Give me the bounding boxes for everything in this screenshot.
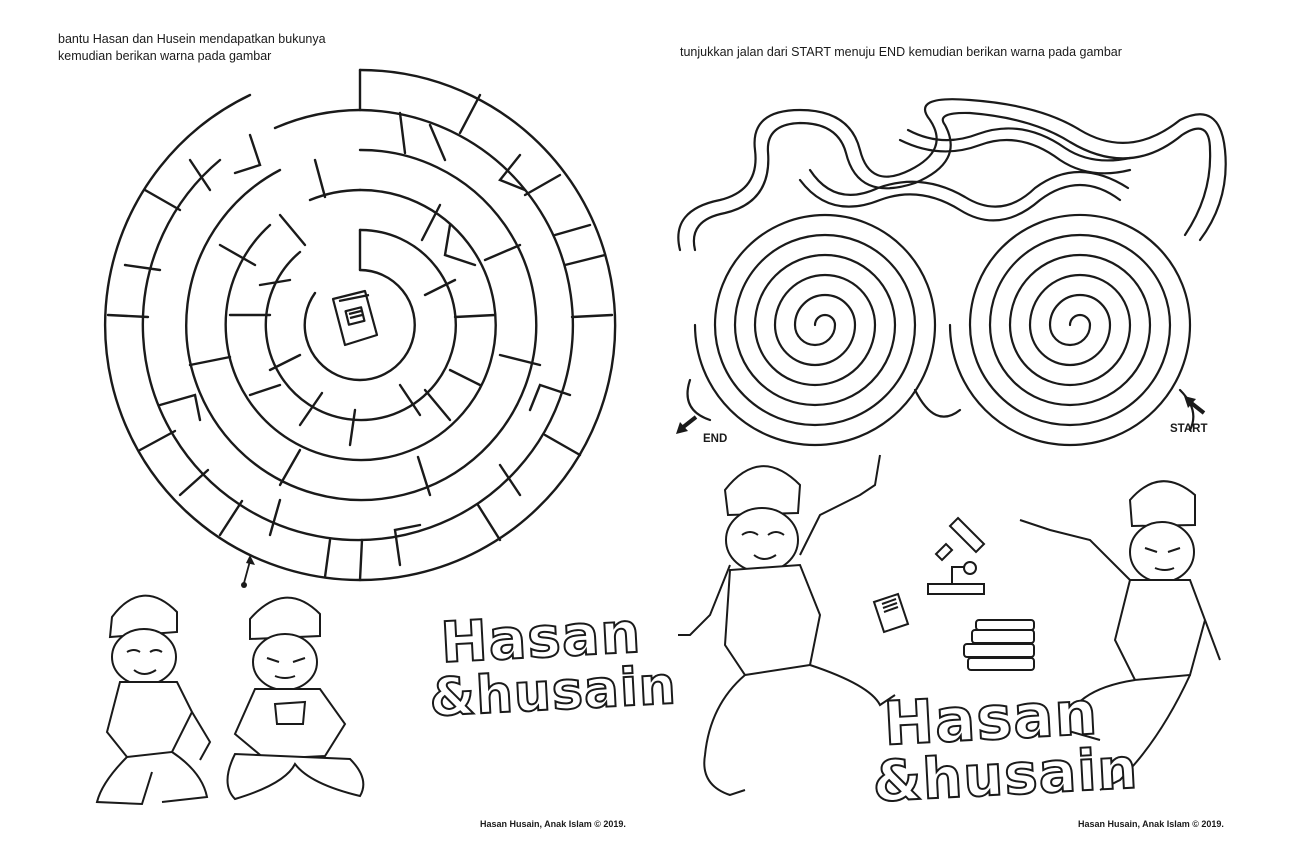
left-instruction-line1: bantu Hasan dan Husein mendapatkan bukun…: [58, 32, 326, 46]
left-copyright: Hasan Husain, Anak Islam © 2019.: [480, 819, 626, 829]
hasan-husain-logo-right: Hasan &husain: [870, 677, 1141, 816]
logo-line2: &husain: [870, 735, 1141, 816]
right-copyright: Hasan Husain, Anak Islam © 2019.: [1078, 819, 1224, 829]
left-instruction-line2: kemudian berikan warna pada gambar: [58, 49, 272, 63]
maze-start-arrow-icon: [241, 555, 255, 588]
books-stack-icon: [963, 619, 1035, 671]
hasan-husain-logo-left: Hasan &husain: [427, 600, 679, 730]
character-hasan-kneeling: [95, 594, 212, 806]
spiral-maze: [677, 98, 1227, 447]
character-husain-dancing: [1019, 480, 1221, 791]
logo-line2: &husain: [427, 655, 679, 730]
start-label: START: [1170, 423, 1208, 435]
circular-maze: [103, 68, 617, 582]
character-hasan-dancing: [678, 454, 896, 797]
character-husain-sitting: [226, 596, 365, 801]
right-instruction: tunjukkan jalan dari START menuju END ke…: [680, 45, 1122, 59]
notebook-icon: [872, 592, 910, 634]
book-icon: [331, 289, 379, 347]
end-arrow-icon: [676, 415, 698, 434]
end-label: END: [703, 433, 728, 445]
microscope-icon: [927, 516, 986, 595]
start-arrow-icon: [1184, 396, 1206, 415]
